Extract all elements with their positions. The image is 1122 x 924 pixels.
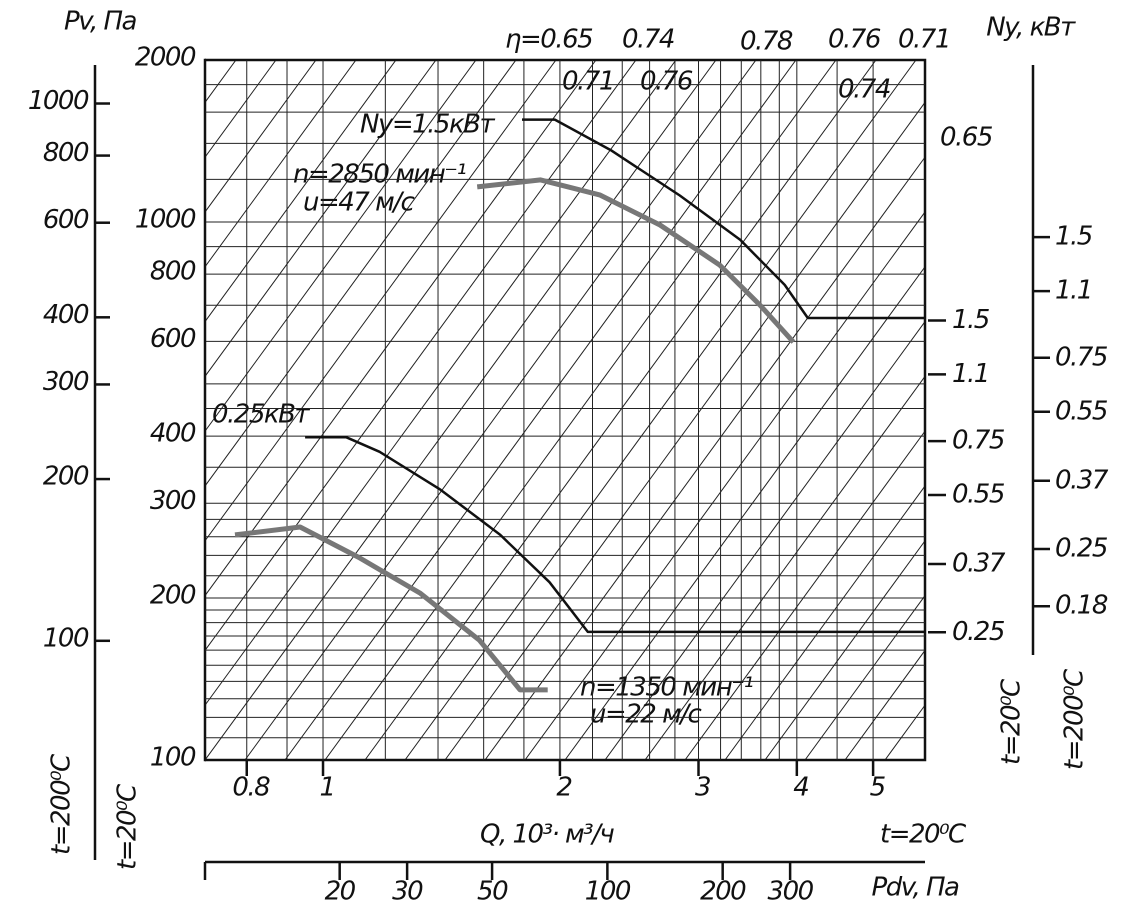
efficiency-line (205, 60, 397, 323)
curve (305, 435, 925, 634)
y3-tick-label: 1.5 (952, 305, 990, 335)
efficiency-line (205, 60, 517, 487)
x-tick-label: 5 (870, 773, 886, 803)
efficiency-line (804, 594, 925, 760)
y2-tick-label: 200 (43, 462, 89, 492)
efficiency-lines (0, 60, 925, 760)
y-tick-label: 300 (150, 486, 196, 516)
efficiency-line (324, 60, 837, 760)
y4-tick-label: 0.55 (1055, 396, 1108, 426)
y-tick-label: 200 (150, 581, 196, 611)
y3-tick-label: 0.75 (952, 426, 1005, 456)
y2-tick-label: 400 (43, 300, 89, 330)
y3-tick-label: 0.37 (952, 549, 1006, 579)
eta-label: 0.65 (940, 123, 993, 153)
x-tick-label: 2 (556, 773, 571, 803)
y3-label: Ny, кВт (986, 13, 1076, 43)
y4-tick-label: 0.18 (1055, 591, 1108, 621)
y4-tick-label: 0.75 (1055, 342, 1108, 372)
annotation: u=22 м/с (590, 700, 701, 730)
efficiency-line (205, 60, 557, 542)
curve (234, 524, 548, 693)
plot-frame (203, 58, 927, 762)
eta-label: 0.78 (740, 27, 793, 57)
eta-label: 0.76 (640, 67, 693, 97)
efficiency-line (205, 60, 597, 597)
efficiency-line (604, 320, 925, 760)
eta-label: 0.71 (898, 25, 950, 55)
efficiency-line (644, 375, 925, 760)
efficiency-line (484, 156, 925, 760)
y2-tick-label: 100 (43, 623, 89, 653)
efficiency-line (404, 60, 917, 760)
curve (476, 177, 796, 344)
y-tick-label: 1000 (135, 204, 196, 234)
y-label: Pv, Па (64, 7, 137, 37)
eta-label: 0.76 (828, 25, 881, 55)
annotation: n=2850 мин⁻¹ (293, 160, 466, 190)
y-temp: t=20⁰C (113, 783, 143, 870)
y3-tick-label: 0.25 (952, 617, 1005, 647)
efficiency-line (564, 265, 925, 760)
y4-temp: t=200⁰C (1060, 668, 1090, 770)
efficiency-line (524, 211, 925, 760)
x-tick-label: 0.8 (232, 773, 270, 803)
annotation: n=1350 мин⁻¹ (580, 673, 753, 703)
x2-label: Pdv, Па (872, 873, 960, 903)
annotation: Ny=1.5кВт (360, 110, 496, 140)
x2-tick-label: 50 (477, 877, 508, 907)
y3-temp: t=20⁰C (997, 678, 1027, 765)
efficiency-line (205, 60, 637, 652)
eta-label: 0.71 (562, 67, 614, 97)
efficiency-line (0, 60, 196, 760)
x2-temp: t=20⁰C (880, 820, 967, 850)
efficiency-line (205, 60, 677, 707)
efficiency-line (444, 101, 925, 760)
y2-temp: t=200⁰C (47, 753, 77, 855)
y2-tick-label: 1000 (28, 86, 89, 116)
x2-tick-label: 100 (585, 877, 631, 907)
curve (522, 118, 925, 320)
y4-tick-label: 0.37 (1055, 465, 1109, 495)
y4-tick-label: 1.5 (1055, 222, 1093, 252)
x2-tick-label: 300 (768, 877, 814, 907)
efficiency-line (364, 60, 877, 760)
y2-tick-label: 800 (43, 138, 89, 168)
y4-tick-label: 0.25 (1055, 534, 1108, 564)
eta-label: 0.74 (838, 75, 890, 105)
y3-tick-label: 1.1 (952, 359, 989, 389)
efficiency-line (205, 60, 237, 104)
y-tick-label: 100 (150, 743, 196, 773)
efficiency-line (205, 60, 357, 268)
x-label: Q, 10³· м³/ч (480, 820, 614, 850)
efficiency-line (205, 60, 717, 760)
y2-tick-label: 600 (43, 205, 89, 235)
efficiency-line (205, 60, 317, 213)
x2-tick-label: 200 (700, 877, 746, 907)
x-tick-label: 3 (695, 773, 710, 803)
annotation: 0.25кВт (212, 400, 310, 430)
efficiency-line (724, 485, 925, 760)
y-tick-label: 600 (150, 324, 196, 354)
y-tick-label: 2000 (135, 43, 196, 73)
efficiency-line (244, 60, 757, 760)
efficiency-line (764, 539, 925, 760)
x-tick-label: 4 (793, 773, 808, 803)
y4-tick-label: 1.1 (1055, 276, 1092, 306)
eta-label: 0.74 (622, 25, 674, 55)
y-tick-label: 400 (150, 419, 196, 449)
efficiency-line (205, 60, 477, 433)
y-tick-label: 800 (150, 257, 196, 287)
efficiency-line (684, 430, 925, 760)
annotation: u=47 м/с (303, 188, 414, 218)
efficiency-line (205, 60, 437, 378)
efficiency-line (284, 60, 797, 760)
y3-tick-label: 0.55 (952, 480, 1005, 510)
x-tick-label: 1 (319, 773, 334, 803)
x2-tick-label: 20 (325, 877, 356, 907)
eta-label: η=0.65 (505, 25, 593, 55)
y2-tick-label: 300 (43, 367, 89, 397)
x2-tick-label: 30 (392, 877, 423, 907)
